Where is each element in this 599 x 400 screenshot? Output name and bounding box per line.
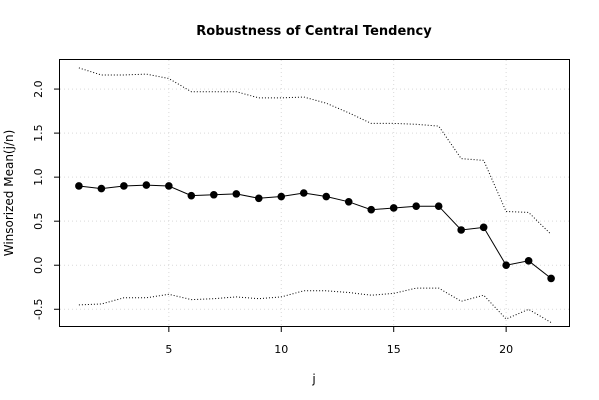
data-point-mean-12 [322, 192, 331, 201]
data-point-mean-1 [75, 182, 83, 190]
data-point-mean-14 [367, 205, 376, 214]
data-point-mean-7 [210, 190, 218, 199]
data-point-mean-15 [389, 204, 398, 212]
data-point-mean-18 [457, 226, 465, 234]
chart-title: Robustness of Central Tendency [196, 24, 432, 39]
data-point-mean-4 [142, 181, 151, 189]
x-axis-label: j [311, 372, 315, 386]
data-point-mean-3 [120, 182, 128, 190]
data-point-mean-22 [547, 274, 555, 283]
grid [60, 60, 570, 326]
x-tick-label-20: 20 [499, 343, 513, 356]
data-point-mean-5 [165, 182, 173, 190]
data-point-mean-16 [412, 202, 420, 211]
data-point-mean-13 [344, 198, 353, 206]
series-line-lower-bound [78, 287, 552, 323]
x-tick-label-5: 5 [165, 343, 172, 356]
y-tick-label-1_5: 1.5 [32, 124, 45, 142]
data-point-mean-20 [502, 261, 510, 270]
data-point-mean-19 [479, 223, 488, 232]
y-tick-label-1: 1.0 [32, 168, 45, 186]
data-point-mean-10 [277, 192, 286, 201]
data-point-mean-11 [299, 189, 308, 197]
data-point-mean-21 [524, 257, 533, 265]
series-line-upper-bound [78, 67, 552, 235]
data-point-mean-2 [97, 184, 106, 193]
y-tick-label-m0_5: -0.5 [32, 299, 45, 320]
data-point-mean-6 [187, 191, 196, 200]
y-axis: -0.5 0.0 0.5 1.0 1.5 2.0 [32, 80, 60, 320]
data-point-mean-9 [254, 194, 263, 203]
x-tick-label-10: 10 [274, 343, 288, 356]
y-tick-label-0: 0.0 [32, 256, 45, 274]
x-tick-label-15: 15 [387, 343, 401, 356]
plot-frame [59, 59, 570, 327]
series-layer [75, 67, 555, 323]
data-point-mean-8 [232, 190, 241, 198]
y-tick-label-0_5: 0.5 [32, 212, 45, 230]
series-line-mean [78, 184, 552, 279]
y-tick-label-2: 2.0 [32, 80, 45, 98]
y-axis-label: Winsorized Mean(j/n) [2, 130, 16, 257]
x-axis: 5 10 15 20 [165, 326, 513, 356]
data-point-mean-17 [434, 202, 443, 211]
